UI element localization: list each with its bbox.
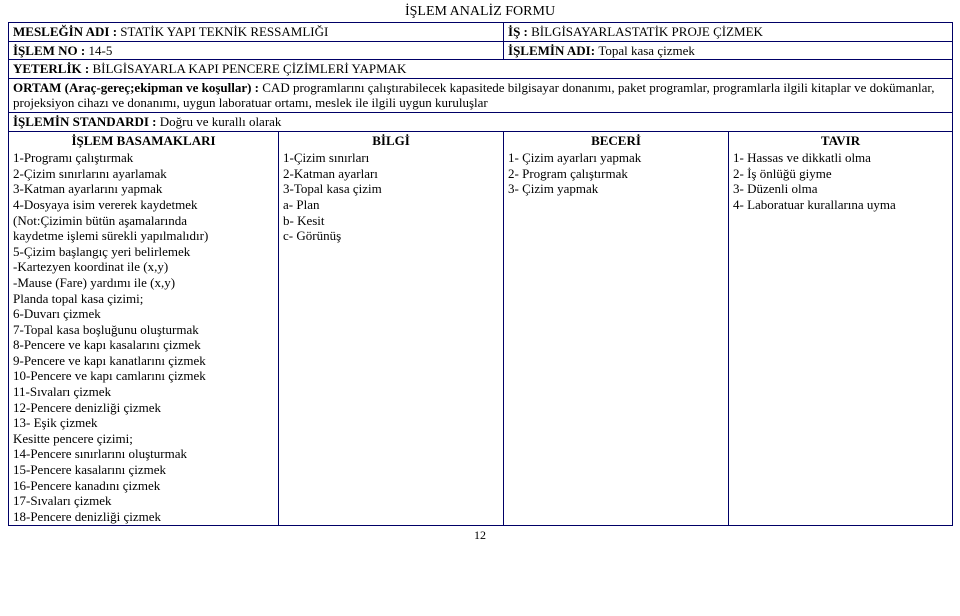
islemin-adi-cell: İŞLEMİN ADI: Topal kasa çizmek bbox=[504, 41, 953, 60]
meslek-adi-value: STATİK YAPI TEKNİK RESSAMLIĞI bbox=[120, 24, 328, 39]
islem-no-value: 14-5 bbox=[88, 43, 112, 58]
col-beceri: 1- Çizim ayarları yapmak 2- Program çalı… bbox=[504, 149, 729, 526]
yeterlik-cell: YETERLİK : BİLGİSAYARLA KAPI PENCERE ÇİZ… bbox=[9, 60, 953, 79]
col-header-tavir: TAVIR bbox=[729, 131, 953, 149]
is-cell: İŞ : BİLGİSAYARLASTATİK PROJE ÇİZMEK bbox=[504, 23, 953, 42]
yeterlik-value: BİLGİSAYARLA KAPI PENCERE ÇİZİMLERİ YAPM… bbox=[92, 61, 406, 76]
standart-label: İŞLEMİN STANDARDI : bbox=[13, 114, 160, 129]
col-header-basamaklari: İŞLEM BASAMAKLARI bbox=[9, 131, 279, 149]
meslek-adi-cell: MESLEĞİN ADI : STATİK YAPI TEKNİK RESSAM… bbox=[9, 23, 504, 42]
ortam-label: ORTAM (Araç-gereç;ekipman ve koşullar) : bbox=[13, 80, 262, 95]
col-bilgi: 1-Çizim sınırları 2-Katman ayarları 3-To… bbox=[279, 149, 504, 526]
yeterlik-label: YETERLİK : bbox=[13, 61, 92, 76]
form-title: İŞLEM ANALİZ FORMU bbox=[8, 4, 952, 20]
col-basamaklari: 1-Programı çalıştırmak 2-Çizim sınırları… bbox=[9, 149, 279, 526]
is-value: BİLGİSAYARLASTATİK PROJE ÇİZMEK bbox=[531, 24, 763, 39]
islem-no-label: İŞLEM NO : bbox=[13, 43, 88, 58]
is-label: İŞ : bbox=[508, 24, 531, 39]
islemin-adi-value: Topal kasa çizmek bbox=[598, 43, 695, 58]
form-table: MESLEĞİN ADI : STATİK YAPI TEKNİK RESSAM… bbox=[8, 22, 953, 526]
col-header-bilgi: BİLGİ bbox=[279, 131, 504, 149]
col-header-beceri: BECERİ bbox=[504, 131, 729, 149]
islemin-adi-label: İŞLEMİN ADI: bbox=[508, 43, 598, 58]
meslek-adi-label: MESLEĞİN ADI : bbox=[13, 24, 120, 39]
islem-no-cell: İŞLEM NO : 14-5 bbox=[9, 41, 504, 60]
page-number: 12 bbox=[8, 528, 952, 543]
col-tavir: 1- Hassas ve dikkatli olma 2- İş önlüğü … bbox=[729, 149, 953, 526]
standart-cell: İŞLEMİN STANDARDI : Doğru ve kurallı ola… bbox=[9, 112, 953, 131]
ortam-cell: ORTAM (Araç-gereç;ekipman ve koşullar) :… bbox=[9, 78, 953, 112]
standart-value: Doğru ve kurallı olarak bbox=[160, 114, 282, 129]
